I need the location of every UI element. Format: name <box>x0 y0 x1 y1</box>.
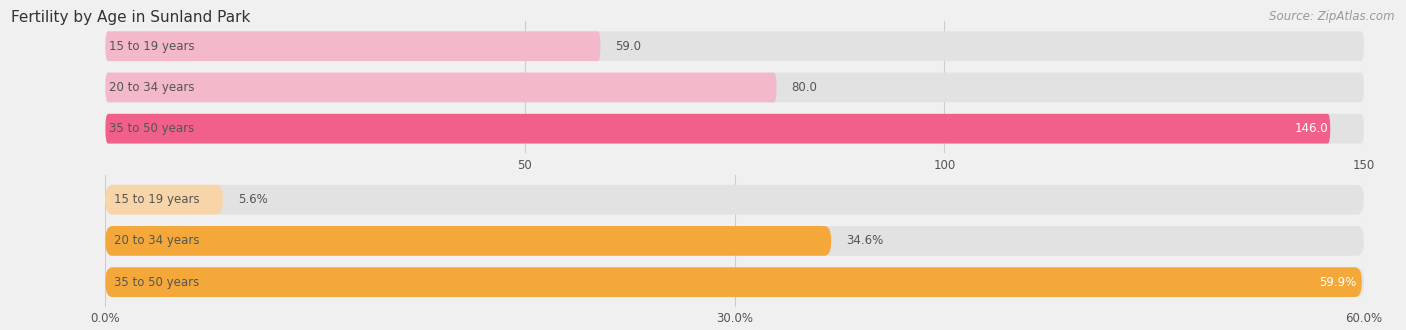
Text: Fertility by Age in Sunland Park: Fertility by Age in Sunland Park <box>11 10 250 25</box>
Text: 5.6%: 5.6% <box>238 193 267 206</box>
FancyBboxPatch shape <box>105 31 1364 61</box>
FancyBboxPatch shape <box>105 114 1330 144</box>
FancyBboxPatch shape <box>105 114 1364 144</box>
Text: Source: ZipAtlas.com: Source: ZipAtlas.com <box>1270 10 1395 23</box>
Text: 15 to 19 years: 15 to 19 years <box>108 40 194 53</box>
FancyBboxPatch shape <box>105 31 600 61</box>
FancyBboxPatch shape <box>105 185 1364 214</box>
Text: 80.0: 80.0 <box>792 81 817 94</box>
FancyBboxPatch shape <box>105 267 1364 297</box>
FancyBboxPatch shape <box>105 267 1362 297</box>
FancyBboxPatch shape <box>105 226 831 256</box>
Text: 59.9%: 59.9% <box>1319 276 1357 289</box>
Text: 59.0: 59.0 <box>616 40 641 53</box>
Text: 35 to 50 years: 35 to 50 years <box>114 276 198 289</box>
Text: 34.6%: 34.6% <box>846 234 883 248</box>
Text: 146.0: 146.0 <box>1295 122 1329 135</box>
FancyBboxPatch shape <box>105 73 1364 102</box>
Text: 35 to 50 years: 35 to 50 years <box>108 122 194 135</box>
Text: 15 to 19 years: 15 to 19 years <box>114 193 200 206</box>
Text: 20 to 34 years: 20 to 34 years <box>108 81 194 94</box>
FancyBboxPatch shape <box>105 185 224 214</box>
FancyBboxPatch shape <box>105 226 1364 256</box>
Text: 20 to 34 years: 20 to 34 years <box>114 234 200 248</box>
FancyBboxPatch shape <box>105 73 776 102</box>
